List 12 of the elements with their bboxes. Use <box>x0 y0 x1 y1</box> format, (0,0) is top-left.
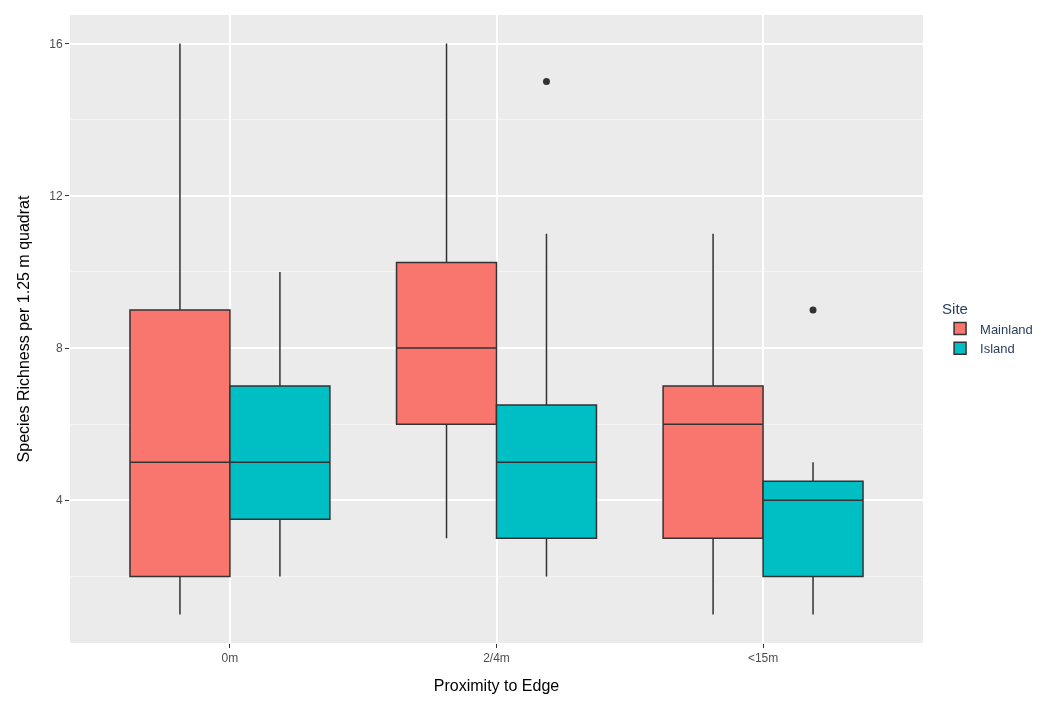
x-tick-label: 2/4m <box>483 651 510 666</box>
x-tick-label: <15m <box>747 651 779 666</box>
legend-label: Island <box>980 341 1015 357</box>
legend-title: Site <box>942 299 968 317</box>
x-tick-label: 0m <box>221 651 239 666</box>
y-tick-label: 8 <box>55 341 63 356</box>
legend-label: Mainland <box>980 321 1033 337</box>
y-tick-label: 12 <box>49 188 63 203</box>
y-tick-label: 4 <box>55 493 63 508</box>
x-axis-title: Proximity to Edge <box>433 677 560 695</box>
y-axis-title: Species Richness per 1.25 m quadrat <box>15 195 33 463</box>
y-tick-label: 16 <box>49 36 63 51</box>
